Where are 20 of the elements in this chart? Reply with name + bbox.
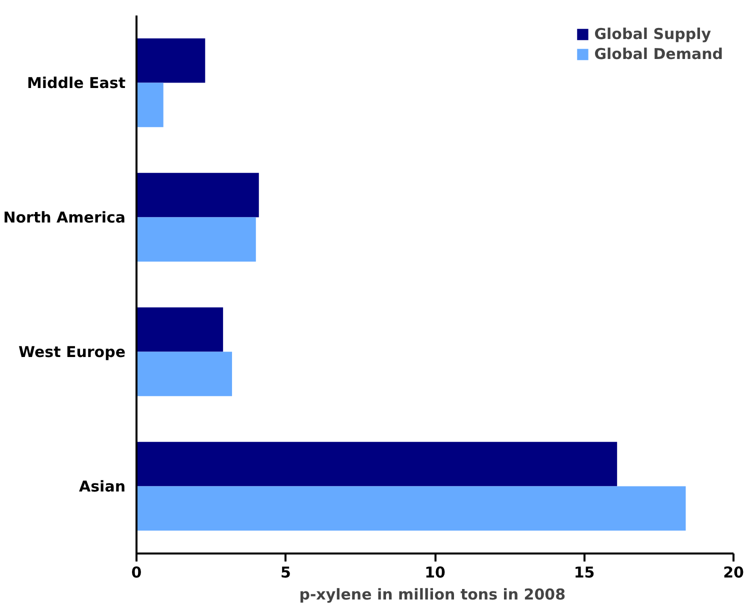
x-tick-label: 10	[424, 564, 446, 582]
bar	[136, 217, 256, 262]
legend-label: Global Demand	[594, 45, 723, 63]
bar	[136, 307, 224, 352]
legend-label: Global Supply	[594, 25, 712, 43]
bar	[136, 82, 164, 128]
y-tick-label: West Europe	[18, 342, 126, 361]
bar	[136, 38, 206, 83]
y-tick-label: Asian	[79, 477, 126, 496]
x-tick-label: 20	[723, 564, 744, 582]
x-axis-title: p-xylene in million tons in 2008	[299, 586, 566, 604]
bar	[136, 442, 618, 486]
y-tick-label: North America	[3, 208, 126, 226]
bar	[136, 352, 232, 396]
x-tick-label: 0	[131, 564, 142, 582]
x-tick-label: 15	[574, 564, 595, 582]
y-tick-label: Middle East	[26, 74, 126, 92]
bar	[136, 486, 686, 531]
x-tick-label: 5	[280, 564, 291, 582]
bar	[136, 172, 259, 218]
